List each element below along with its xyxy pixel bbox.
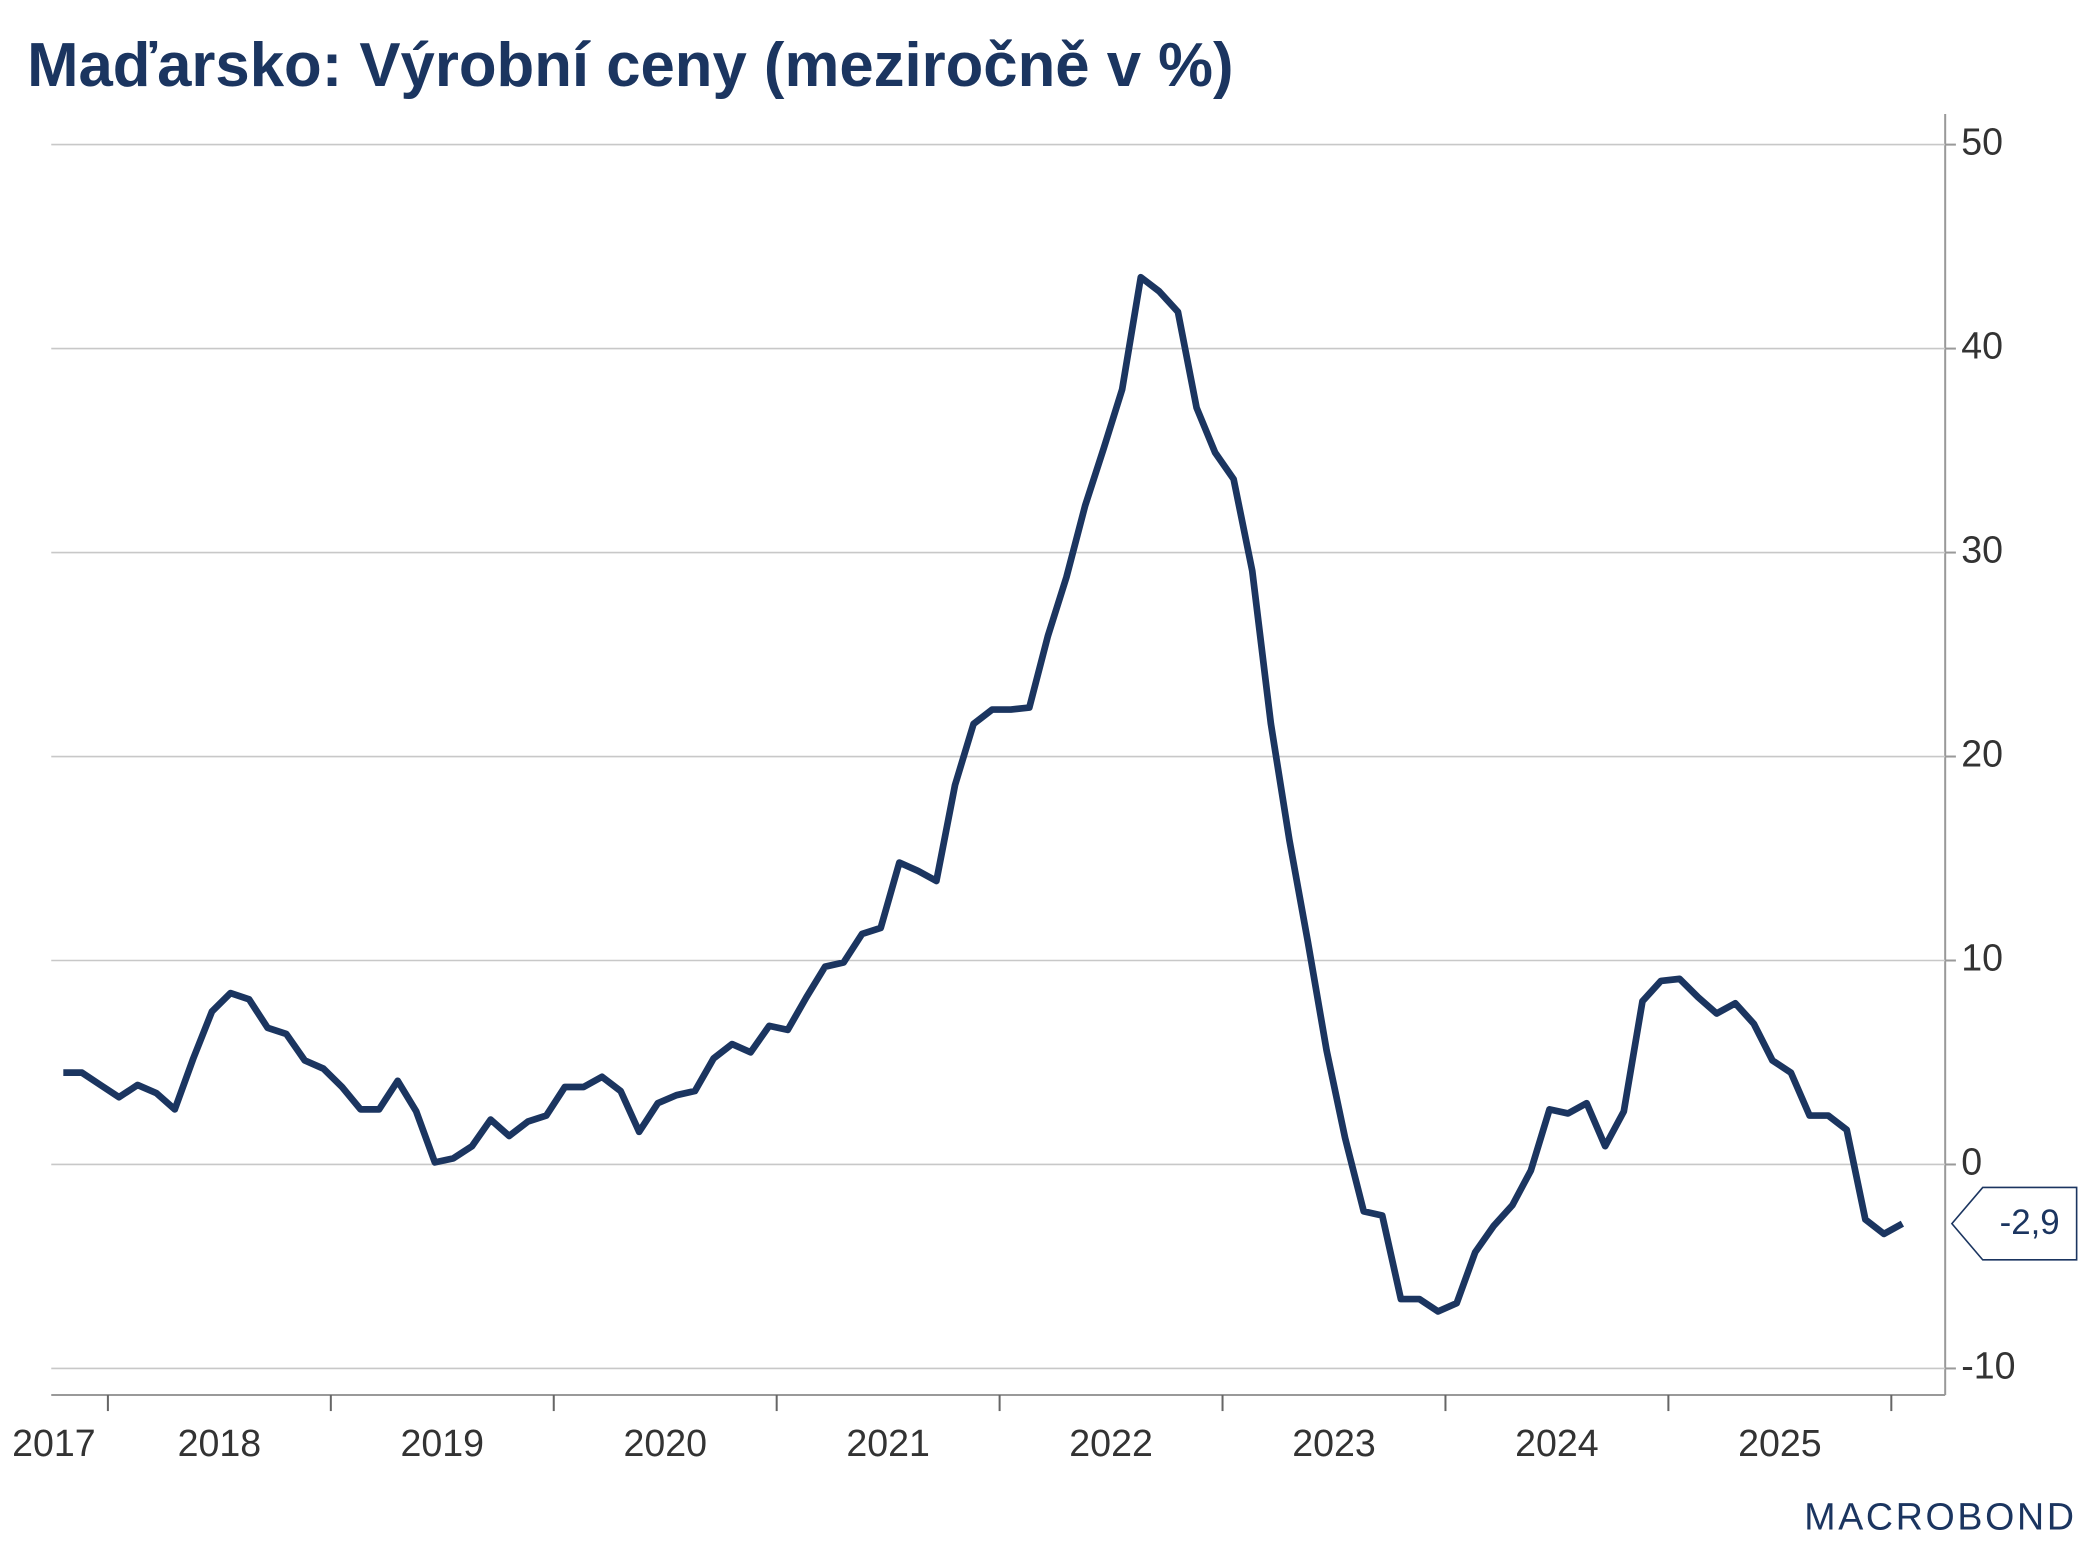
y-tick-label: -10 (1961, 1344, 2015, 1386)
y-tick-label: 40 (1961, 325, 2003, 367)
x-tick-label: 2019 (401, 1422, 485, 1464)
value-label: -2,9 (2000, 1203, 2060, 1242)
chart-title: Maďarsko: Výrobní ceny (meziročně v %) (27, 31, 1234, 100)
x-tick-label: 2018 (178, 1422, 262, 1464)
x-tick-label: 2020 (623, 1422, 707, 1464)
line (63, 273, 1905, 1315)
x-tick-label: 2017 (12, 1422, 96, 1464)
value-label-box (1950, 1186, 2078, 1261)
x-tick-label: 2024 (1515, 1422, 1599, 1464)
y-tick-label: 20 (1961, 732, 2003, 774)
source-logo: MACROBOND (1804, 1496, 2076, 1538)
y-tick-label: 10 (1961, 936, 2003, 978)
y-tick-label: 0 (1961, 1140, 1982, 1182)
y-tick-label: 50 (1961, 121, 2003, 163)
y-tick-label: 30 (1961, 528, 2003, 570)
x-tick-label: 2021 (846, 1422, 930, 1464)
x-tick-label: 2022 (1069, 1422, 1153, 1464)
x-tick-label: 2023 (1292, 1422, 1376, 1464)
x-tick-label: 2025 (1738, 1422, 1822, 1464)
